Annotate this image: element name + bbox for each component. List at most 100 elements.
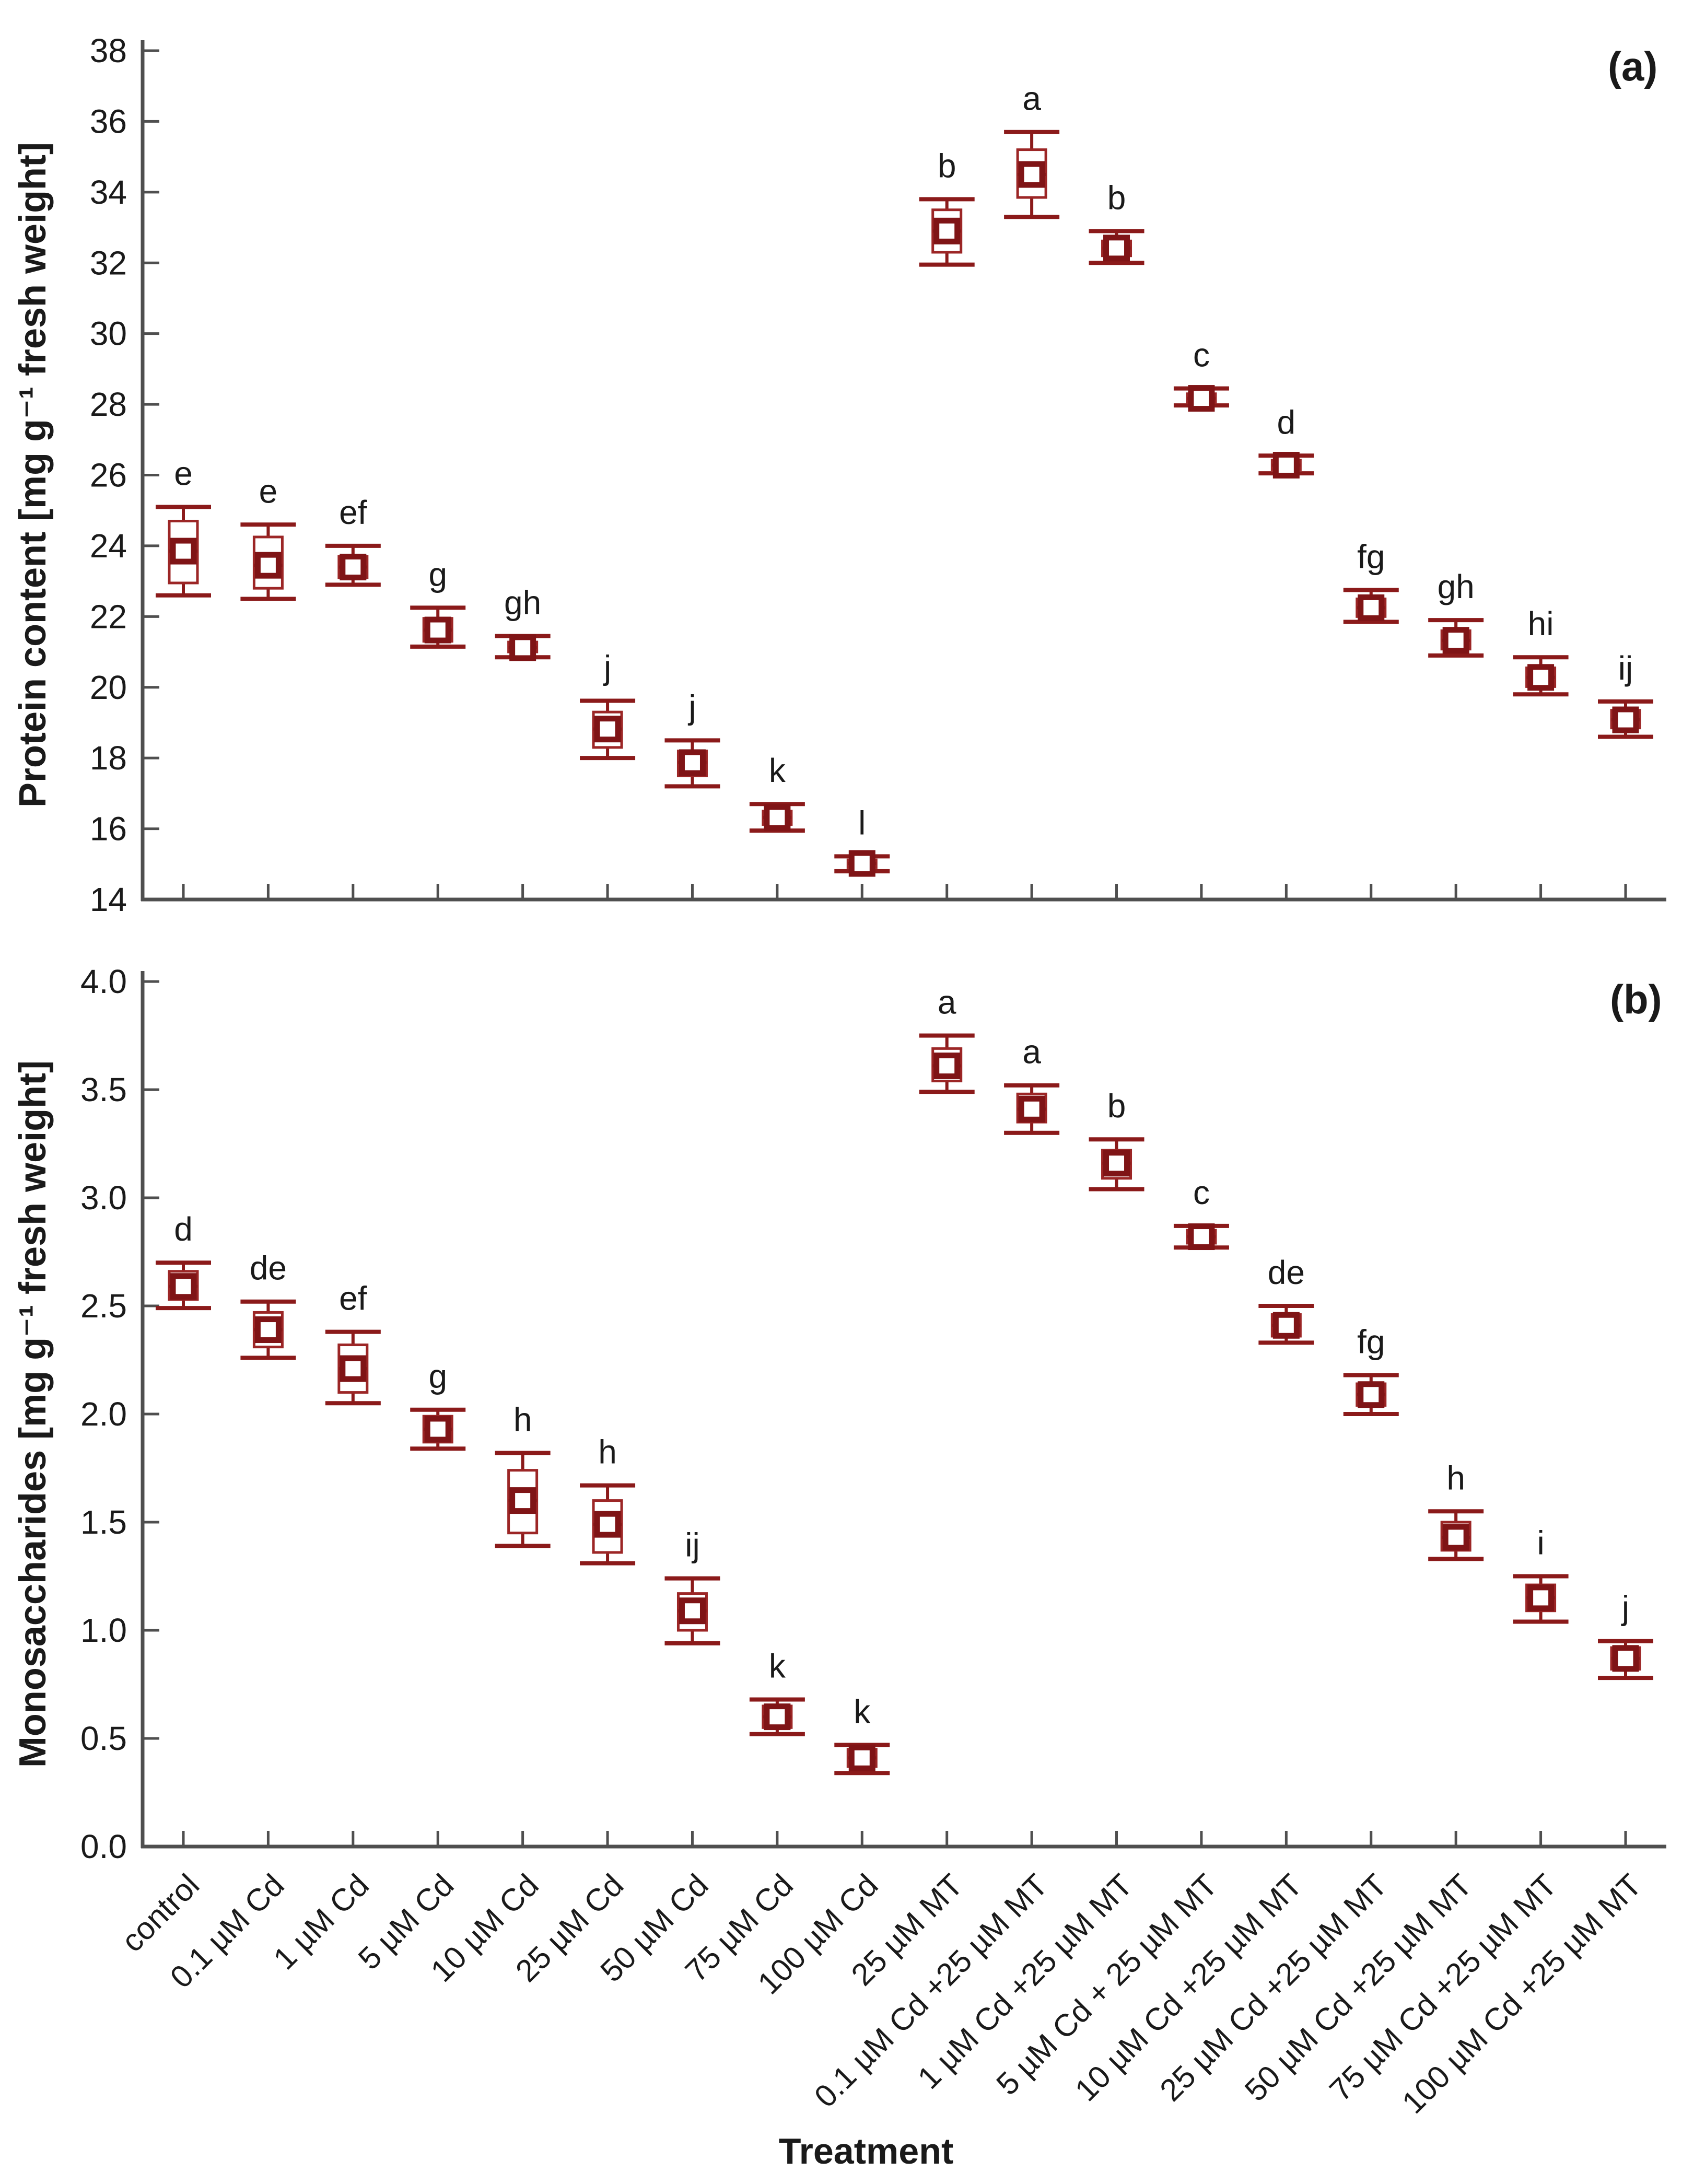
significance-letter: fg — [1357, 1323, 1385, 1360]
mean-marker — [764, 804, 791, 831]
box-plot-a-12: b — [1089, 179, 1144, 265]
box-plot-a-14: d — [1258, 403, 1314, 479]
significance-letter: b — [1107, 1087, 1126, 1125]
mean-marker — [1018, 161, 1045, 188]
significance-letter: j — [687, 688, 696, 726]
y-tick-label-a: 26 — [90, 457, 127, 494]
mean-marker — [509, 1487, 536, 1514]
significance-letter: a — [938, 984, 956, 1021]
box-plot-b-15: fg — [1343, 1323, 1399, 1416]
box-plot-a-7: j — [664, 688, 720, 789]
significance-letter: de — [1268, 1254, 1305, 1291]
y-tick-label-b: 3.5 — [80, 1071, 127, 1108]
significance-letter: c — [1193, 336, 1210, 374]
y-tick-label-b: 0.0 — [80, 1828, 127, 1865]
box-plot-a-6: j — [580, 648, 636, 761]
mean-marker — [340, 1355, 367, 1382]
significance-letter: h — [598, 1433, 617, 1471]
significance-letter: i — [1537, 1524, 1544, 1562]
box-plot-b-2: de — [240, 1249, 296, 1360]
box-plot-b-18: j — [1598, 1589, 1653, 1680]
significance-letter: k — [854, 1692, 871, 1730]
mean-marker — [424, 1416, 451, 1443]
box-plot-a-17: hi — [1513, 605, 1569, 697]
box-plot-a-9: l — [834, 804, 890, 877]
box-plot-a-5: gh — [495, 584, 551, 661]
y-tick-label-a: 36 — [90, 102, 127, 140]
y-tick-label-a: 22 — [90, 598, 127, 635]
mean-marker — [594, 716, 621, 743]
box-plot-b-13: c — [1173, 1174, 1229, 1251]
box-plot-b-5: h — [495, 1401, 551, 1548]
significance-letter: c — [1193, 1174, 1210, 1211]
mean-marker — [1188, 385, 1215, 412]
mean-marker — [679, 749, 706, 776]
mean-marker — [254, 552, 282, 579]
mean-marker — [1442, 1524, 1469, 1551]
y-tick-label-a: 18 — [90, 739, 127, 777]
mean-marker — [1358, 594, 1385, 621]
box-plot-a-2: e — [240, 472, 296, 601]
y-tick-label-b: 3.0 — [80, 1179, 127, 1217]
y-tick-label-b: 1.5 — [80, 1503, 127, 1541]
significance-letter: ef — [339, 494, 367, 531]
significance-letter: g — [428, 1358, 447, 1395]
box-plot-a-10: b — [919, 147, 975, 267]
mean-marker — [933, 217, 961, 244]
box-plot-a-18: ij — [1598, 649, 1653, 739]
box-plot-a-8: k — [749, 752, 805, 833]
box-plot-a-16: gh — [1428, 568, 1484, 658]
significance-letter: gh — [1438, 568, 1475, 605]
mean-marker — [1103, 235, 1130, 262]
significance-letter: j — [1621, 1589, 1629, 1627]
y-tick-label-a: 28 — [90, 386, 127, 423]
y-tick-label-b: 0.5 — [80, 1720, 127, 1757]
significance-letter: ij — [685, 1526, 699, 1564]
y-tick-label-a: 34 — [90, 173, 127, 211]
box-plot-a-4: g — [410, 555, 466, 649]
panel-b-y-axis-title: Monosaccharides [mg g⁻¹ fresh weight] — [12, 1060, 54, 1768]
box-plot-a-13: c — [1173, 336, 1229, 412]
mean-marker — [170, 538, 197, 565]
significance-letter: fg — [1357, 538, 1385, 576]
mean-marker — [1103, 1150, 1130, 1177]
significance-letter: ij — [1618, 649, 1633, 687]
y-tick-label-b: 2.5 — [80, 1287, 127, 1325]
significance-letter: a — [1022, 80, 1041, 118]
significance-letter: b — [938, 147, 956, 184]
mean-marker — [1188, 1223, 1215, 1251]
y-tick-label-a: 30 — [90, 315, 127, 353]
significance-letter: h — [513, 1401, 532, 1439]
mean-marker — [1442, 627, 1469, 654]
box-plot-b-12: b — [1089, 1087, 1144, 1192]
significance-letter: l — [858, 804, 866, 842]
mean-marker — [1272, 452, 1300, 479]
significance-letter: g — [428, 555, 447, 593]
box-plot-b-14: de — [1258, 1254, 1314, 1345]
box-plot-b-1: d — [156, 1210, 211, 1311]
significance-letter: de — [250, 1249, 287, 1287]
box-plot-b-16: h — [1428, 1459, 1484, 1561]
panel-a-y-axis-title: Protein content [mg g⁻¹ fresh weight] — [12, 142, 54, 808]
y-tick-label-a: 20 — [90, 669, 127, 706]
box-plot-b-3: ef — [325, 1280, 381, 1406]
box-plot-b-7: ij — [664, 1526, 720, 1645]
mean-marker — [933, 1052, 961, 1079]
mean-marker — [679, 1597, 706, 1625]
mean-marker — [764, 1703, 791, 1731]
box-plot-b-9: k — [834, 1692, 890, 1776]
box-plot-a-1: e — [156, 454, 211, 598]
mean-marker — [254, 1316, 282, 1344]
y-tick-label-b: 4.0 — [80, 963, 127, 1000]
mean-marker — [1527, 664, 1555, 691]
y-tick-label-b: 2.0 — [80, 1395, 127, 1433]
box-plot-b-8: k — [749, 1647, 805, 1736]
box-plot-b-11: a — [1004, 1033, 1060, 1135]
panel-a-label: (a) — [1608, 43, 1658, 89]
significance-letter: ef — [339, 1280, 367, 1317]
mean-marker — [340, 554, 367, 581]
box-plot-a-11: a — [1004, 80, 1060, 219]
mean-marker — [1612, 706, 1639, 733]
